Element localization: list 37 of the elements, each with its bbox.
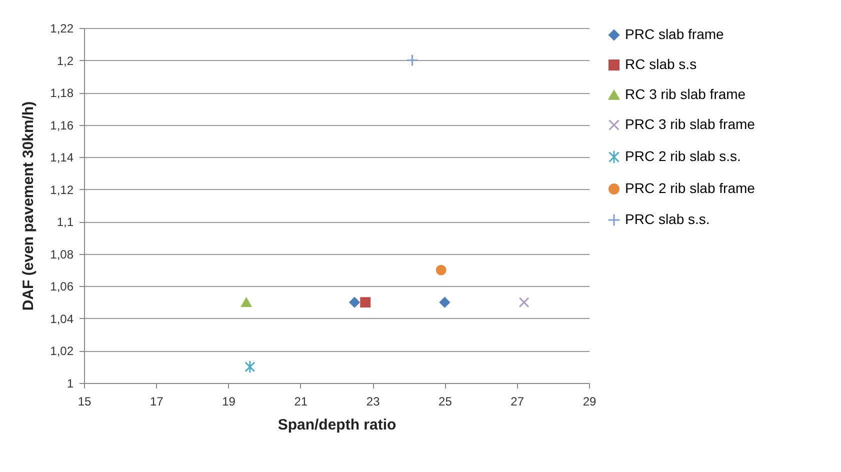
x-tick-label: 25 bbox=[438, 394, 452, 408]
y-tick-label: 1,04 bbox=[50, 312, 74, 326]
point bbox=[439, 297, 450, 308]
y-tick-label: 1,12 bbox=[50, 182, 74, 197]
y-axis-title: DAF (even pavement 30km/h) bbox=[20, 101, 38, 311]
point bbox=[241, 298, 252, 307]
y-tick-label: 1,2 bbox=[56, 54, 74, 68]
y-tick-label: 1,08 bbox=[50, 247, 74, 262]
x-axis-title: Span/depth ratio bbox=[278, 416, 396, 434]
x-tick-label: 23 bbox=[366, 394, 380, 408]
point bbox=[406, 54, 418, 66]
point bbox=[360, 297, 371, 308]
x-tick-label: 19 bbox=[222, 394, 236, 408]
point bbox=[349, 297, 360, 308]
legend-label: PRC 3 rib slab frame bbox=[625, 116, 756, 132]
legend-label: PRC 2 rib slab frame bbox=[625, 180, 756, 196]
legend-label: PRC 2 rib slab s.s. bbox=[625, 148, 741, 164]
legend-label: PRC slab frame bbox=[625, 26, 724, 42]
point bbox=[436, 264, 446, 276]
y-tick-label: 1 bbox=[66, 376, 74, 390]
y-tick-label: 1,06 bbox=[50, 280, 74, 294]
y-tick-label: 1,16 bbox=[50, 118, 74, 132]
point bbox=[518, 297, 530, 308]
x-tick-label: 27 bbox=[510, 394, 524, 408]
y-tick-label: 1,22 bbox=[50, 22, 74, 36]
x-tick-label: 21 bbox=[294, 394, 308, 408]
x-tick-label: 29 bbox=[582, 394, 596, 408]
x-tick-label: 17 bbox=[150, 394, 164, 408]
y-tick-label: 1,02 bbox=[50, 344, 74, 358]
y-tick-label: 1,14 bbox=[50, 150, 74, 165]
legend-label: RC slab s.s bbox=[625, 56, 697, 72]
point bbox=[244, 360, 256, 374]
legend-label: PRC slab s.s. bbox=[625, 211, 710, 227]
y-tick-label: 1,1 bbox=[56, 215, 74, 230]
y-tick-label: 1,18 bbox=[50, 86, 74, 100]
legend-label: RC 3 rib slab frame bbox=[625, 86, 746, 102]
x-tick-label: 15 bbox=[78, 394, 92, 408]
